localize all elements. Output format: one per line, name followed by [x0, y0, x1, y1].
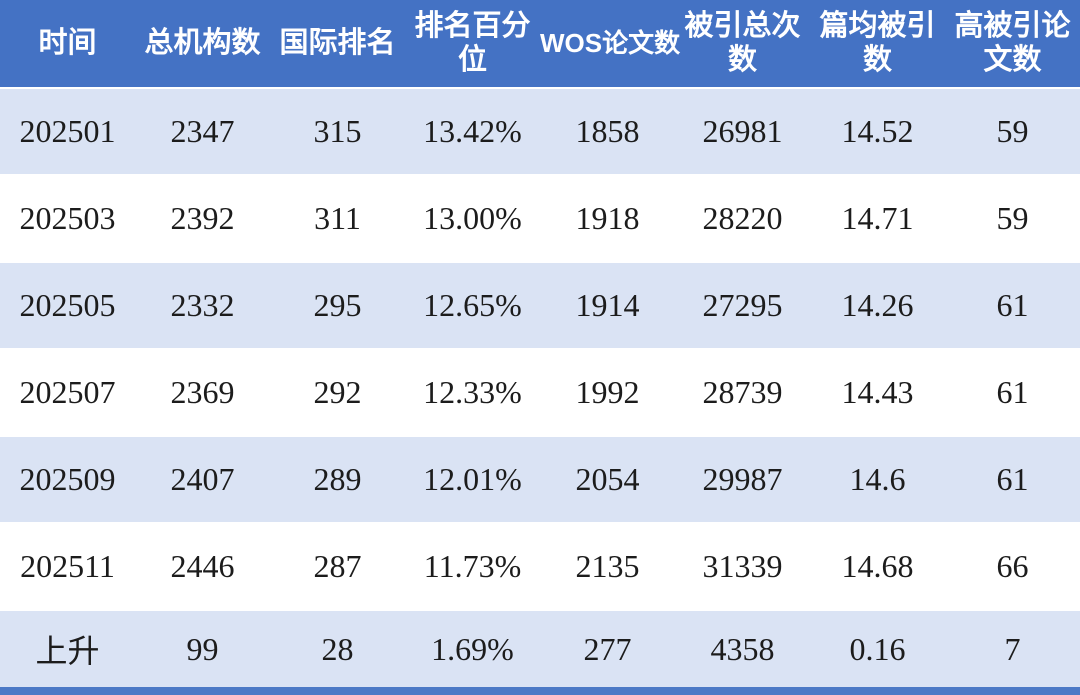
table-cell: 202509: [0, 435, 135, 522]
table-cell: 99: [135, 609, 270, 687]
table-cell: 1858: [540, 87, 675, 174]
table-row: 202503 2392 311 13.00% 1918 28220 14.71 59: [0, 174, 1080, 261]
table-cell: 1992: [540, 348, 675, 435]
header-cell: 时间: [0, 0, 135, 87]
table-cell: 289: [270, 435, 405, 522]
table-cell: 1918: [540, 174, 675, 261]
table-cell: 11.73%: [405, 522, 540, 609]
table-cell: 13.42%: [405, 87, 540, 174]
table-cell: 上升: [0, 609, 135, 687]
table-cell: 315: [270, 87, 405, 174]
header-cell: 排名百分位: [405, 0, 540, 87]
table-cell: 7: [945, 609, 1080, 687]
table-cell: 26981: [675, 87, 810, 174]
table-cell: 311: [270, 174, 405, 261]
table-cell: 14.43: [810, 348, 945, 435]
table-cell: 12.65%: [405, 261, 540, 348]
table-row: 上升 99 28 1.69% 277 4358 0.16 7: [0, 609, 1080, 687]
next-table-header-strip: [0, 687, 1080, 695]
table-row: 202509 2407 289 12.01% 2054 29987 14.6 61: [0, 435, 1080, 522]
table-cell: 0.16: [810, 609, 945, 687]
table-row: 202505 2332 295 12.65% 1914 27295 14.26 61: [0, 261, 1080, 348]
table-cell: 2347: [135, 87, 270, 174]
table-cell: 295: [270, 261, 405, 348]
header-row: 时间 总机构数 国际排名 排名百分位 WOS论文数 被引总次数 篇均被引数 高被引论文数: [0, 0, 1080, 87]
header-cell: 篇均被引数: [810, 0, 945, 87]
table-cell: 2369: [135, 348, 270, 435]
table-cell: 14.68: [810, 522, 945, 609]
table-cell: 4358: [675, 609, 810, 687]
header-cell: 被引总次数: [675, 0, 810, 87]
header-cell: 高被引论文数: [945, 0, 1080, 87]
table-cell: 2135: [540, 522, 675, 609]
header-cell: WOS论文数: [540, 0, 680, 87]
table-cell: 2054: [540, 435, 675, 522]
table-cell: 2332: [135, 261, 270, 348]
header-cell: 国际排名: [270, 0, 405, 87]
table-cell: 14.52: [810, 87, 945, 174]
table-cell: 28220: [675, 174, 810, 261]
table-cell: 1.69%: [405, 609, 540, 687]
table-cell: 202511: [0, 522, 135, 609]
table-cell: 202501: [0, 87, 135, 174]
table-cell: 14.26: [810, 261, 945, 348]
table-cell: 202505: [0, 261, 135, 348]
table-row: 202511 2446 287 11.73% 2135 31339 14.68 66: [0, 522, 1080, 609]
table-cell: 2446: [135, 522, 270, 609]
table-cell: 1914: [540, 261, 675, 348]
table-cell: 2407: [135, 435, 270, 522]
table-cell: 59: [945, 87, 1080, 174]
table-cell: 61: [945, 435, 1080, 522]
table-cell: 61: [945, 261, 1080, 348]
table-cell: 59: [945, 174, 1080, 261]
table-cell: 27295: [675, 261, 810, 348]
table-cell: 292: [270, 348, 405, 435]
table-cell: 29987: [675, 435, 810, 522]
table-cell: 12.01%: [405, 435, 540, 522]
table-cell: 28739: [675, 348, 810, 435]
table-cell: 202507: [0, 348, 135, 435]
table-body: 202501 2347 315 13.42% 1858 26981 14.52 59 20250…: [0, 87, 1080, 687]
table-cell: 61: [945, 348, 1080, 435]
table-cell: 14.6: [810, 435, 945, 522]
table-cell: 31339: [675, 522, 810, 609]
table-cell: 66: [945, 522, 1080, 609]
table-cell: 13.00%: [405, 174, 540, 261]
table-cell: 287: [270, 522, 405, 609]
header-cell: 总机构数: [135, 0, 270, 87]
table-cell: 28: [270, 609, 405, 687]
table-cell: 12.33%: [405, 348, 540, 435]
table-cell: 2392: [135, 174, 270, 261]
table-row: 202501 2347 315 13.42% 1858 26981 14.52 59: [0, 87, 1080, 174]
table-cell: 277: [540, 609, 675, 687]
table-cell: 202503: [0, 174, 135, 261]
table-cell: 14.71: [810, 174, 945, 261]
table-row: 202507 2369 292 12.33% 1992 28739 14.43 61: [0, 348, 1080, 435]
